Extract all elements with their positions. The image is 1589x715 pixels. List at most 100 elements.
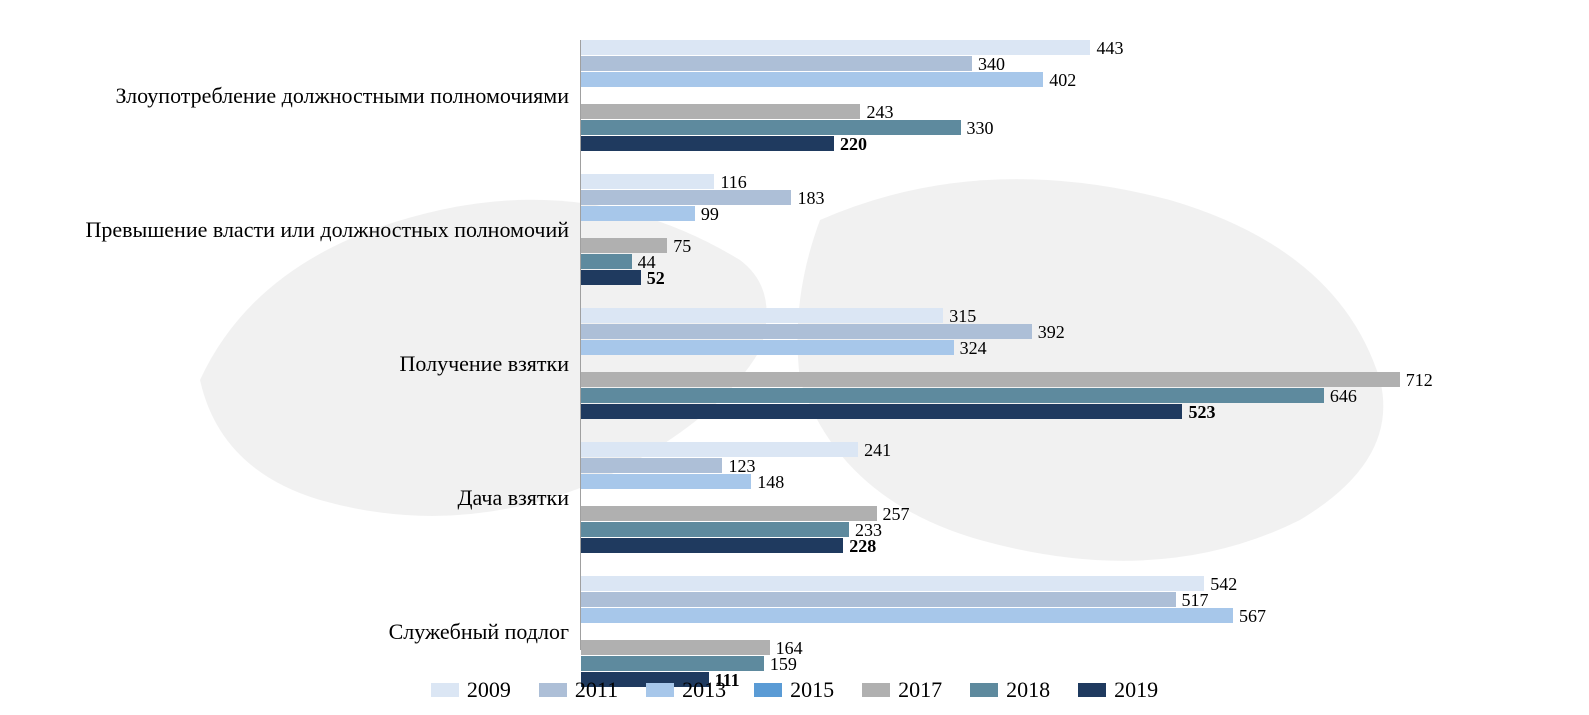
bar: 517	[581, 592, 1176, 607]
bar-value-label: 646	[1324, 387, 1357, 405]
bar-row: 324	[581, 340, 1500, 355]
bar-row: 542	[581, 576, 1500, 591]
category-group: 315392324712646523	[581, 308, 1500, 420]
bar-value-label: 315	[943, 307, 976, 325]
bar: 164	[581, 640, 770, 655]
bar-value-label: 159	[764, 655, 797, 673]
bar-row: 567	[581, 608, 1500, 623]
bar-value-label: 523	[1182, 403, 1215, 421]
category-group: 542517567164159111	[581, 576, 1500, 688]
bar: 99	[581, 206, 695, 221]
bar-row: 243	[581, 104, 1500, 119]
bar-row: 523	[581, 404, 1500, 419]
legend-label: 2015	[790, 677, 834, 703]
legend-swatch	[862, 683, 890, 697]
legend-item: 2017	[862, 677, 942, 703]
bar-value-label: 324	[954, 339, 987, 357]
legend-item: 2018	[970, 677, 1050, 703]
legend-swatch	[970, 683, 998, 697]
bar: 340	[581, 56, 972, 71]
bar-value-label: 392	[1032, 323, 1065, 341]
legend-label: 2018	[1006, 677, 1050, 703]
legend-swatch	[754, 683, 782, 697]
bar-value-label: 330	[961, 119, 994, 137]
category-label: Злоупотребление должностными полномочиям…	[9, 83, 569, 109]
bar-row	[581, 88, 1500, 103]
bar: 220	[581, 136, 834, 151]
legend-label: 2011	[575, 677, 618, 703]
bar: 116	[581, 174, 714, 189]
legend-label: 2009	[467, 677, 511, 703]
category-group: 443340402243330220	[581, 40, 1500, 152]
bar-value-label: 220	[834, 135, 867, 153]
bar-row	[581, 490, 1500, 505]
category-label: Дача взятки	[9, 485, 569, 511]
bar-row: 340	[581, 56, 1500, 71]
bar: 123	[581, 458, 722, 473]
bar: 402	[581, 72, 1043, 87]
legend-swatch	[646, 683, 674, 697]
legend-item: 2015	[754, 677, 834, 703]
plot-area: 4433404022433302201161839975445231539232…	[580, 40, 1500, 650]
legend-label: 2013	[682, 677, 726, 703]
bar: 567	[581, 608, 1233, 623]
bar: 241	[581, 442, 858, 457]
bar-row: 164	[581, 640, 1500, 655]
bar-value-label: 243	[860, 103, 893, 121]
bar: 228	[581, 538, 843, 553]
bar-row: 241	[581, 442, 1500, 457]
bar-row: 44	[581, 254, 1500, 269]
bar-value-label: 340	[972, 55, 1005, 73]
bar: 330	[581, 120, 961, 135]
bar-row: 183	[581, 190, 1500, 205]
bar-row: 257	[581, 506, 1500, 521]
legend-item: 2011	[539, 677, 618, 703]
bar-row: 52	[581, 270, 1500, 285]
bar-row: 646	[581, 388, 1500, 403]
bar-row: 99	[581, 206, 1500, 221]
bar-row	[581, 222, 1500, 237]
legend: 2009 2011 2013 2015 2017 2018 2019	[0, 677, 1589, 703]
bar: 44	[581, 254, 632, 269]
legend-swatch	[1078, 683, 1106, 697]
bar-value-label: 241	[858, 441, 891, 459]
bar: 183	[581, 190, 791, 205]
bar: 315	[581, 308, 943, 323]
bar-value-label: 712	[1400, 371, 1433, 389]
bar: 233	[581, 522, 849, 537]
bar: 523	[581, 404, 1182, 419]
bar-row: 402	[581, 72, 1500, 87]
legend-item: 2009	[431, 677, 511, 703]
bar-row: 517	[581, 592, 1500, 607]
bar-value-label: 52	[641, 269, 665, 287]
category-label: Превышение власти или должностных полном…	[9, 217, 569, 243]
bar-value-label: 116	[714, 173, 746, 191]
bar: 243	[581, 104, 860, 119]
bar: 443	[581, 40, 1090, 55]
bar-row: 116	[581, 174, 1500, 189]
bar-row: 392	[581, 324, 1500, 339]
legend-swatch	[431, 683, 459, 697]
bar-value-label: 517	[1176, 591, 1209, 609]
bar-value-label: 183	[791, 189, 824, 207]
bar-value-label: 148	[751, 473, 784, 491]
bar-row: 148	[581, 474, 1500, 489]
category-label: Получение взятки	[9, 351, 569, 377]
bar-row: 443	[581, 40, 1500, 55]
category-group: 11618399754452	[581, 174, 1500, 286]
bar: 257	[581, 506, 877, 521]
bar: 52	[581, 270, 641, 285]
bar-value-label: 75	[667, 237, 691, 255]
legend-label: 2019	[1114, 677, 1158, 703]
legend-label: 2017	[898, 677, 942, 703]
bar-row: 228	[581, 538, 1500, 553]
bar: 542	[581, 576, 1204, 591]
bar-value-label: 443	[1090, 39, 1123, 57]
bar-row: 220	[581, 136, 1500, 151]
chart-container: 4433404022433302201161839975445231539232…	[0, 0, 1589, 715]
bar: 324	[581, 340, 954, 355]
category-label: Служебный подлог	[9, 619, 569, 645]
category-group: 241123148257233228	[581, 442, 1500, 554]
bar: 712	[581, 372, 1400, 387]
bar-value-label: 542	[1204, 575, 1237, 593]
